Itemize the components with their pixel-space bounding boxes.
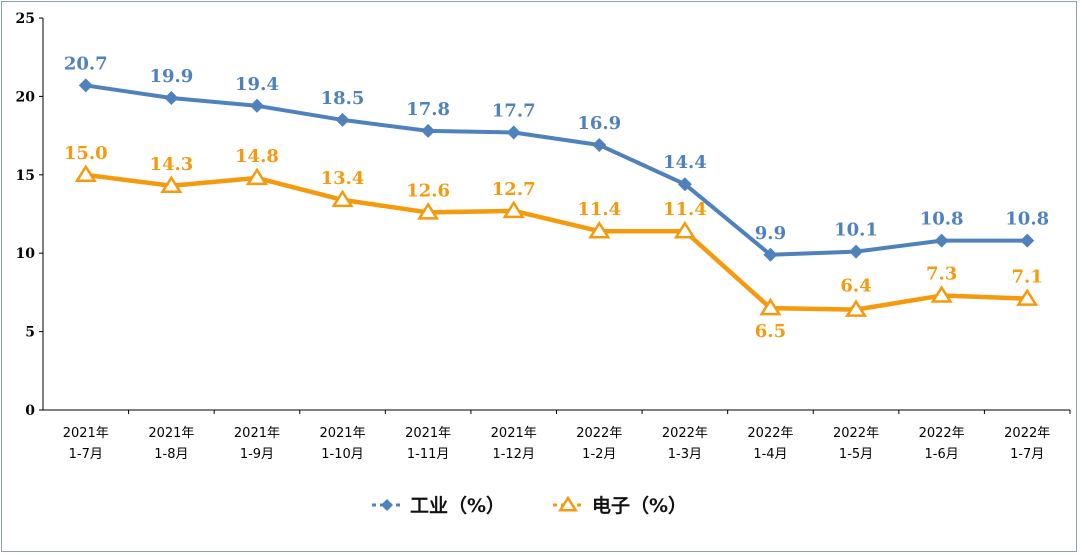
data-label: 7.1	[1012, 267, 1043, 288]
triangle-marker	[930, 285, 953, 303]
data-label: 15.0	[64, 143, 108, 164]
y-tick-label: 5	[25, 325, 35, 341]
data-label: 12.7	[492, 179, 536, 200]
x-tick-label: 1-11月	[407, 447, 450, 462]
x-tick-label: 2022年	[1004, 426, 1050, 441]
legend-label: 工业（%）	[410, 494, 505, 517]
diamond-marker	[592, 138, 607, 153]
x-tick-label: 1-3月	[668, 447, 702, 462]
y-tick-label: 15	[16, 168, 35, 184]
data-label: 12.6	[406, 180, 450, 201]
triangle-marker	[502, 200, 525, 219]
diamond-marker	[381, 499, 393, 511]
data-label: 6.5	[755, 321, 786, 342]
x-tick-label: 1-10月	[321, 447, 364, 462]
x-tick-label: 2021年	[148, 426, 194, 441]
x-tick-label: 2022年	[576, 426, 622, 441]
x-tick-label: 1-2月	[582, 447, 616, 462]
diamond-marker	[677, 177, 692, 192]
triangle-marker	[417, 202, 440, 220]
x-tick-label: 2021年	[405, 426, 451, 441]
diamond-marker	[1020, 233, 1035, 248]
triangle-marker	[844, 299, 868, 317]
data-label: 14.8	[235, 146, 279, 167]
data-label: 16.9	[577, 113, 621, 134]
diamond-marker	[506, 125, 521, 140]
triangle-marker	[558, 495, 578, 512]
triangle-marker	[331, 189, 354, 208]
data-label: 19.4	[235, 74, 279, 95]
x-tick-label: 2021年	[319, 426, 365, 441]
diamond-marker	[249, 98, 264, 113]
triangle-marker	[1016, 288, 1039, 306]
x-tick-label: 2022年	[833, 426, 879, 441]
data-label: 6.4	[840, 276, 871, 297]
series-line	[85, 83, 1028, 257]
diamond-marker	[849, 244, 864, 259]
data-label: 17.8	[406, 99, 450, 120]
triangle-marker	[74, 164, 97, 183]
x-tick-label: 1-4月	[753, 447, 787, 462]
triangle-marker	[759, 297, 782, 316]
x-tick-label: 2022年	[662, 426, 708, 441]
x-tick-label: 1-9月	[240, 447, 274, 462]
data-label: 20.7	[64, 53, 108, 74]
x-tick-label: 1-6月	[925, 447, 959, 462]
x-tick-label: 2021年	[234, 426, 280, 441]
diamond-marker	[335, 112, 350, 127]
data-label: 10.8	[1005, 209, 1049, 230]
data-label: 14.4	[663, 152, 707, 173]
x-tick-label: 2021年	[491, 426, 537, 441]
legend: 工业（%） 电子（%）	[372, 494, 687, 517]
diamond-marker	[934, 233, 949, 248]
x-tick-label: 1-12月	[492, 447, 535, 462]
x-tick-label: 2022年	[747, 426, 793, 441]
x-tick-label: 1-5月	[839, 447, 873, 462]
x-tick-label: 1-7月	[1010, 447, 1044, 462]
series-lines	[74, 78, 1039, 317]
y-tick-label: 10	[16, 246, 36, 262]
data-label: 10.8	[920, 209, 964, 230]
data-labels: 20.7 19.9 19.4 18.5 17.8 17.7 16.9 14.4 9.9 10.1 1…	[64, 53, 1049, 342]
x-tick-label: 1-7月	[69, 447, 103, 462]
diamond-marker	[164, 90, 179, 105]
data-label: 19.9	[149, 66, 193, 87]
x-tick-label: 2022年	[919, 426, 965, 441]
triangle-marker	[673, 220, 696, 239]
data-label: 18.5	[321, 88, 365, 109]
data-label: 11.4	[663, 199, 707, 220]
diamond-marker	[763, 247, 778, 262]
data-label: 17.7	[492, 100, 536, 121]
data-label: 7.3	[926, 264, 957, 285]
data-label: 11.4	[577, 199, 621, 220]
legend-label: 电子（%）	[592, 494, 687, 517]
diamond-marker	[78, 78, 93, 93]
x-tick-label: 1-8月	[154, 447, 188, 462]
data-label: 9.9	[755, 223, 786, 244]
y-tick-label: 25	[16, 11, 35, 27]
diamond-marker	[421, 123, 436, 138]
triangle-marker	[160, 175, 183, 194]
data-label: 14.3	[149, 154, 193, 175]
triangle-marker	[245, 167, 269, 186]
triangle-marker	[588, 220, 611, 239]
data-label: 13.4	[321, 168, 365, 189]
x-tick-label: 2021年	[63, 426, 109, 441]
axes: 0 5 10 15 20 25 2021年 1-7月 2021年 1-8月 2021年 1-9月 202…	[16, 11, 1071, 462]
data-label: 10.1	[834, 220, 878, 241]
series-line	[85, 172, 1028, 312]
y-tick-label: 20	[16, 89, 36, 105]
y-tick-label: 0	[25, 403, 35, 419]
